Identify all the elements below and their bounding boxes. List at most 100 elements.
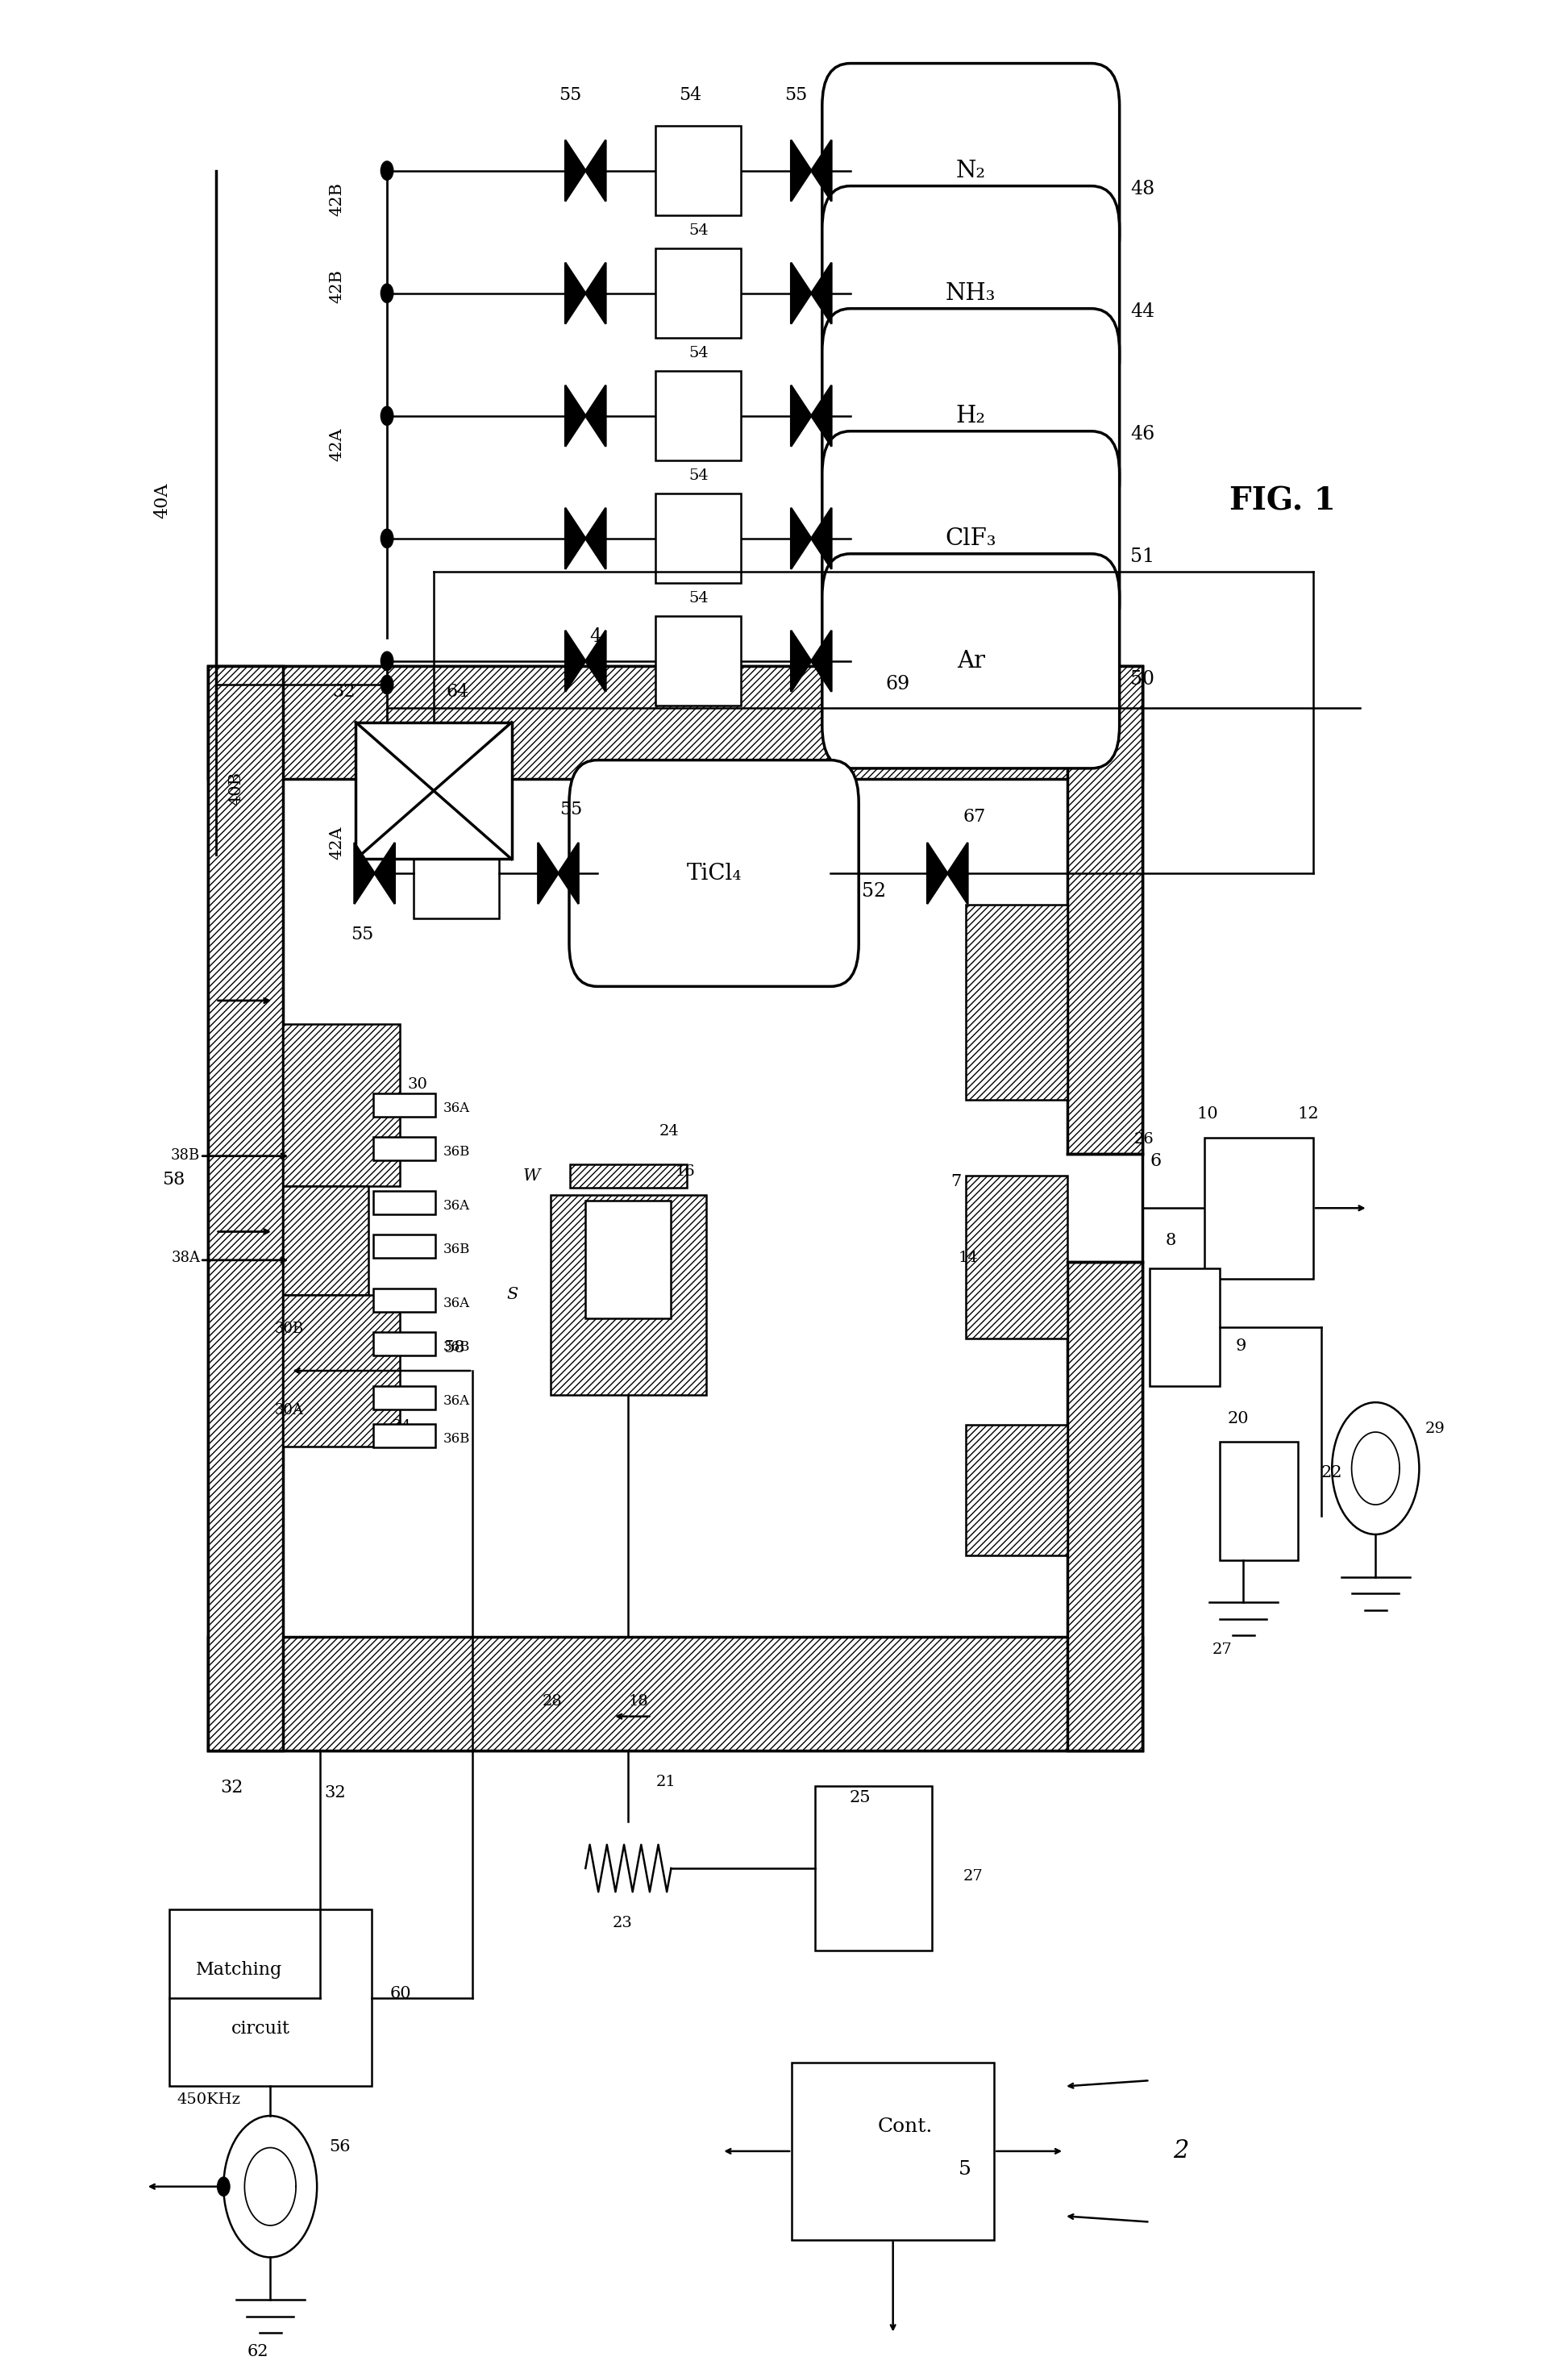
- Bar: [373, 1289, 436, 1312]
- Bar: [414, 829, 499, 919]
- Text: TiCl₄: TiCl₄: [687, 862, 742, 884]
- Bar: [966, 1426, 1068, 1554]
- Text: 10: 10: [1196, 1106, 1218, 1121]
- Bar: [373, 1092, 436, 1116]
- Bar: [569, 1163, 687, 1187]
- Polygon shape: [811, 263, 831, 325]
- Bar: [373, 1386, 436, 1410]
- Text: S: S: [506, 1286, 519, 1303]
- Polygon shape: [790, 630, 811, 692]
- Circle shape: [381, 528, 394, 547]
- Polygon shape: [811, 630, 831, 692]
- Polygon shape: [566, 140, 585, 201]
- Polygon shape: [585, 507, 605, 569]
- Text: 27: 27: [1212, 1642, 1232, 1658]
- Polygon shape: [927, 843, 947, 905]
- Bar: [655, 249, 742, 339]
- Text: Ar: Ar: [956, 649, 985, 673]
- Circle shape: [381, 284, 394, 303]
- Text: 16: 16: [674, 1166, 695, 1180]
- Polygon shape: [811, 507, 831, 569]
- Circle shape: [381, 161, 394, 180]
- Text: 40B: 40B: [229, 772, 243, 805]
- Text: 36A: 36A: [444, 1102, 470, 1116]
- Text: 32: 32: [332, 682, 356, 701]
- Polygon shape: [538, 843, 558, 905]
- Text: 56: 56: [329, 2139, 351, 2153]
- Bar: [209, 666, 1142, 1751]
- Text: 60: 60: [390, 1985, 411, 2002]
- Text: 67: 67: [963, 808, 986, 824]
- Bar: [585, 1201, 671, 1320]
- Polygon shape: [790, 386, 811, 445]
- Polygon shape: [558, 843, 579, 905]
- Circle shape: [381, 651, 394, 670]
- Text: 52: 52: [862, 881, 886, 900]
- Text: 36B: 36B: [444, 1433, 470, 1445]
- Bar: [373, 1137, 436, 1161]
- Text: 58: 58: [444, 1341, 464, 1355]
- Text: 30A: 30A: [274, 1402, 304, 1417]
- Polygon shape: [375, 843, 395, 905]
- Polygon shape: [585, 140, 605, 201]
- Polygon shape: [585, 386, 605, 445]
- Polygon shape: [790, 263, 811, 325]
- Text: 36B: 36B: [444, 1244, 470, 1256]
- Text: Cont.: Cont.: [878, 2118, 933, 2137]
- Bar: [373, 1424, 436, 1447]
- Text: 4: 4: [590, 628, 602, 647]
- Polygon shape: [585, 263, 605, 325]
- Text: 54: 54: [679, 85, 702, 104]
- Text: 58: 58: [162, 1170, 185, 1189]
- Text: 21: 21: [657, 1774, 676, 1789]
- Text: 55: 55: [351, 926, 373, 943]
- Text: 36A: 36A: [444, 1199, 470, 1213]
- Text: 5: 5: [958, 2161, 971, 2179]
- Polygon shape: [790, 140, 811, 201]
- Bar: [550, 1194, 706, 1395]
- Text: 38B: 38B: [171, 1149, 201, 1163]
- Text: 29: 29: [1425, 1421, 1446, 1436]
- Bar: [356, 723, 511, 860]
- Text: 36A: 36A: [444, 1296, 470, 1310]
- Text: 25: 25: [850, 1791, 870, 1805]
- Text: circuit: circuit: [232, 2021, 290, 2037]
- Bar: [282, 1187, 368, 1296]
- Bar: [1220, 1443, 1298, 1559]
- Circle shape: [381, 865, 394, 884]
- Bar: [1149, 1267, 1220, 1386]
- Text: 62: 62: [246, 2345, 268, 2360]
- Text: 18: 18: [629, 1694, 648, 1708]
- Bar: [209, 666, 1142, 779]
- Text: 51: 51: [1131, 547, 1154, 566]
- Text: 38A: 38A: [171, 1251, 201, 1265]
- Text: 6: 6: [1149, 1151, 1162, 1170]
- Polygon shape: [947, 843, 967, 905]
- FancyBboxPatch shape: [822, 431, 1120, 647]
- Text: 54: 54: [688, 590, 709, 606]
- Bar: [209, 666, 282, 1751]
- Text: 12: 12: [1298, 1106, 1319, 1121]
- Text: 14: 14: [958, 1251, 978, 1265]
- Text: W: W: [524, 1168, 541, 1184]
- Bar: [966, 1175, 1068, 1338]
- Text: 7: 7: [950, 1175, 961, 1189]
- FancyBboxPatch shape: [822, 64, 1120, 277]
- FancyBboxPatch shape: [822, 187, 1120, 400]
- Text: 20: 20: [1228, 1412, 1250, 1426]
- Polygon shape: [566, 507, 585, 569]
- Text: 9: 9: [1236, 1338, 1247, 1355]
- Text: 42A: 42A: [329, 827, 345, 860]
- Text: 54: 54: [688, 346, 709, 360]
- Text: 8: 8: [1165, 1232, 1176, 1248]
- Polygon shape: [566, 263, 585, 325]
- Text: NH₃: NH₃: [946, 282, 996, 306]
- Text: 48: 48: [1131, 180, 1154, 199]
- Polygon shape: [811, 140, 831, 201]
- Polygon shape: [566, 630, 585, 692]
- Text: 23: 23: [613, 1917, 633, 1931]
- Bar: [282, 1023, 400, 1187]
- Text: 28: 28: [543, 1694, 563, 1708]
- Text: ClF₃: ClF₃: [946, 528, 996, 550]
- Bar: [209, 1637, 1142, 1751]
